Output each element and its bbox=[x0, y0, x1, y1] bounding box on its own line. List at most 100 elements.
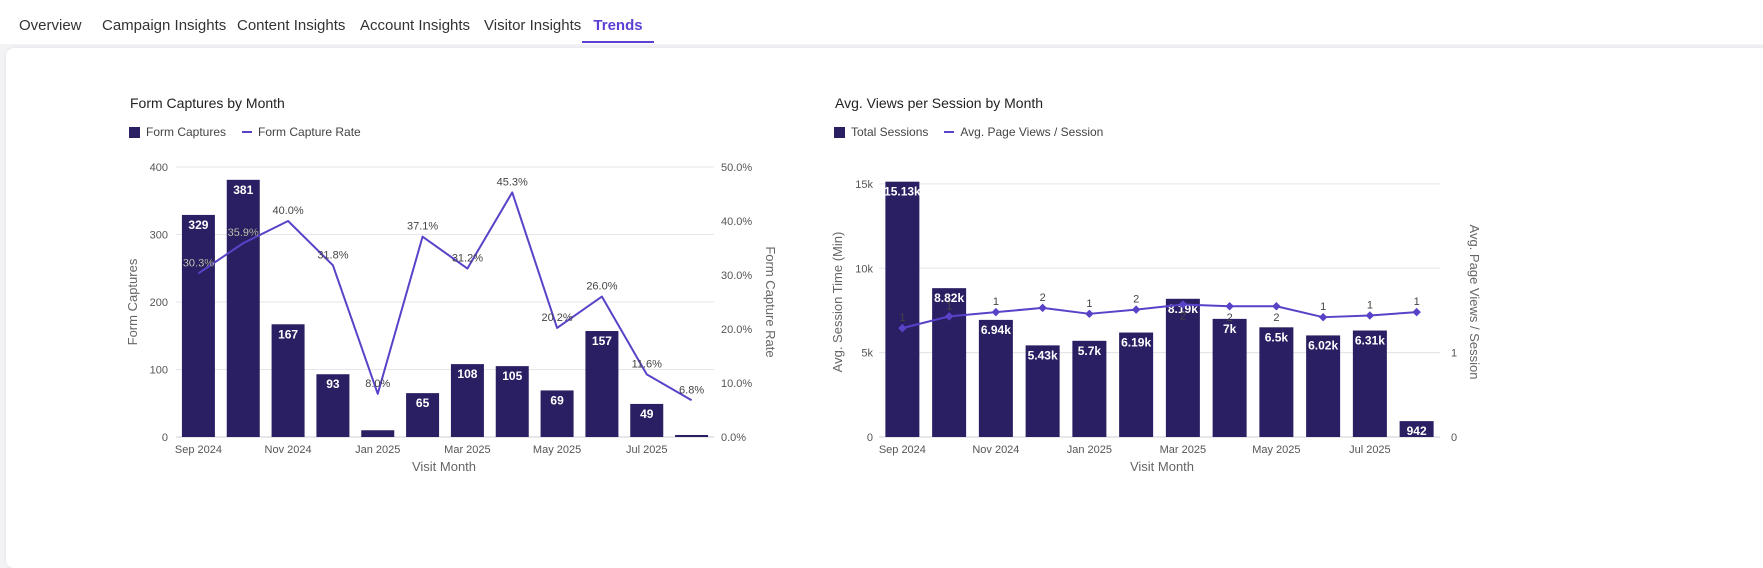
line-value-label: 8.0% bbox=[365, 378, 390, 390]
y-tick-label: 10k bbox=[855, 263, 873, 275]
x-tick-label: Jan 2025 bbox=[355, 444, 400, 456]
bar[interactable] bbox=[316, 374, 350, 437]
bar[interactable] bbox=[630, 403, 664, 437]
line-value-label: 40.0% bbox=[272, 205, 303, 217]
bar[interactable] bbox=[585, 331, 619, 437]
line-point[interactable] bbox=[1365, 311, 1375, 320]
y-tick-label: 0 bbox=[867, 432, 873, 444]
bar-value-label: 381 bbox=[233, 183, 253, 197]
line-value-label: 6.8% bbox=[679, 384, 704, 396]
line-point[interactable] bbox=[944, 312, 954, 321]
x-tick-label: Sep 2024 bbox=[175, 444, 222, 456]
y2-tick-label: 1 bbox=[1451, 348, 1457, 360]
line-point[interactable] bbox=[898, 323, 907, 333]
x-axis-title: Visit Month bbox=[412, 459, 476, 474]
bar-value-label: 7k bbox=[1223, 322, 1237, 336]
bar-value-label: 65 bbox=[416, 396, 430, 410]
legend-label-form-captures[interactable]: Form Captures bbox=[146, 125, 227, 139]
x-tick-label: Nov 2024 bbox=[265, 444, 312, 456]
y2-tick-label: 10.0% bbox=[721, 378, 752, 390]
line-value-label: 20.2% bbox=[541, 312, 572, 324]
line-point[interactable] bbox=[1131, 305, 1141, 314]
bar-value-label: 157 bbox=[592, 334, 612, 348]
line-value-label: 11.6% bbox=[632, 358, 663, 370]
legend-label-avg-page-views[interactable]: Avg. Page Views / Session bbox=[960, 125, 1104, 139]
line-value-label: 1 bbox=[899, 312, 905, 324]
tab-campaign-insights[interactable]: Campaign Insights bbox=[102, 17, 227, 34]
line-point[interactable] bbox=[1178, 300, 1188, 309]
bar[interactable] bbox=[226, 179, 260, 437]
line-value-label: 30.3% bbox=[183, 257, 214, 269]
y2-axis-title: Avg. Page Views / Session bbox=[1467, 225, 1482, 380]
line-point[interactable] bbox=[1318, 312, 1328, 322]
bar-value-label: 5.7k bbox=[1078, 344, 1102, 358]
tab-trends[interactable]: Trends bbox=[582, 6, 654, 43]
bar-value-label: 49 bbox=[640, 407, 654, 421]
bar[interactable] bbox=[885, 181, 920, 437]
tab-overview[interactable]: Overview bbox=[19, 17, 82, 34]
series-line bbox=[902, 303, 1417, 330]
line-value-label: 31.8% bbox=[317, 249, 348, 261]
bar-value-label: 6.02k bbox=[1308, 338, 1338, 352]
bar[interactable] bbox=[361, 430, 395, 437]
line-point[interactable] bbox=[1038, 303, 1047, 313]
y2-axis-title: Form Capture Rate bbox=[763, 246, 778, 357]
line-point[interactable] bbox=[1225, 301, 1234, 311]
line-value-label: 1 bbox=[1367, 300, 1373, 312]
y-tick-label: 300 bbox=[150, 230, 168, 242]
bar-value-label: 93 bbox=[326, 377, 340, 391]
bar[interactable] bbox=[1165, 298, 1200, 437]
bar[interactable] bbox=[271, 324, 305, 437]
bar-value-label: 6.31k bbox=[1355, 334, 1385, 348]
x-tick-label: Mar 2025 bbox=[1160, 444, 1206, 456]
y-axis-title: Avg. Session Time (Min) bbox=[830, 232, 845, 373]
chart1-legend: Form Captures Form Capture Rate bbox=[129, 125, 361, 139]
bar[interactable] bbox=[1259, 327, 1294, 437]
line-value-label: 26.0% bbox=[586, 281, 617, 293]
bar[interactable] bbox=[675, 434, 709, 437]
bar[interactable] bbox=[495, 366, 529, 437]
legend-label-form-capture-rate[interactable]: Form Capture Rate bbox=[258, 125, 361, 139]
x-axis-title: Visit Month bbox=[1130, 459, 1194, 474]
bar-value-label: 329 bbox=[188, 218, 208, 232]
bar-value-label: 6.19k bbox=[1121, 336, 1151, 350]
bar[interactable] bbox=[1399, 421, 1434, 437]
line-value-label: 2 bbox=[1273, 312, 1279, 324]
legend-label-total-sessions[interactable]: Total Sessions bbox=[851, 125, 929, 139]
bar[interactable] bbox=[1025, 345, 1060, 437]
line-point[interactable] bbox=[1272, 301, 1281, 311]
y2-tick-label: 0 bbox=[1451, 432, 1457, 444]
line-point[interactable] bbox=[991, 307, 1001, 317]
bar[interactable] bbox=[1212, 318, 1247, 437]
line-value-label: 2 bbox=[1180, 311, 1186, 323]
bar[interactable] bbox=[540, 390, 574, 437]
line-value-label: 2 bbox=[1040, 292, 1046, 304]
y-tick-label: 15k bbox=[855, 179, 873, 191]
bar[interactable] bbox=[181, 214, 215, 437]
legend-bar-swatch bbox=[834, 126, 845, 138]
bar[interactable] bbox=[1072, 340, 1107, 437]
bar-value-label: 105 bbox=[502, 369, 522, 383]
bar[interactable] bbox=[1352, 330, 1387, 437]
x-tick-label: Jul 2025 bbox=[1349, 444, 1391, 456]
bar[interactable] bbox=[1306, 335, 1341, 437]
tab-account-insights[interactable]: Account Insights bbox=[360, 17, 471, 34]
y-tick-label: 400 bbox=[150, 162, 168, 174]
y-tick-label: 0 bbox=[162, 432, 168, 444]
line-point[interactable] bbox=[1412, 307, 1421, 317]
bar[interactable] bbox=[1119, 332, 1154, 437]
line-value-label: 1 bbox=[1320, 301, 1326, 313]
y-tick-label: 200 bbox=[150, 297, 168, 309]
line-value-label: 1 bbox=[1414, 296, 1420, 308]
line-value-label: 2 bbox=[1227, 312, 1233, 324]
y-axis-title: Form Captures bbox=[125, 258, 140, 345]
bar[interactable] bbox=[978, 319, 1013, 437]
bar-value-label: 6.94k bbox=[981, 323, 1011, 337]
tab-content-insights[interactable]: Content Insights bbox=[237, 17, 346, 34]
line-point[interactable] bbox=[1085, 309, 1094, 319]
tab-bar: Overview Campaign Insights Content Insig… bbox=[0, 0, 1763, 44]
tab-visitor-insights[interactable]: Visitor Insights bbox=[484, 17, 582, 34]
bar[interactable] bbox=[406, 393, 440, 437]
bar[interactable] bbox=[450, 364, 484, 437]
